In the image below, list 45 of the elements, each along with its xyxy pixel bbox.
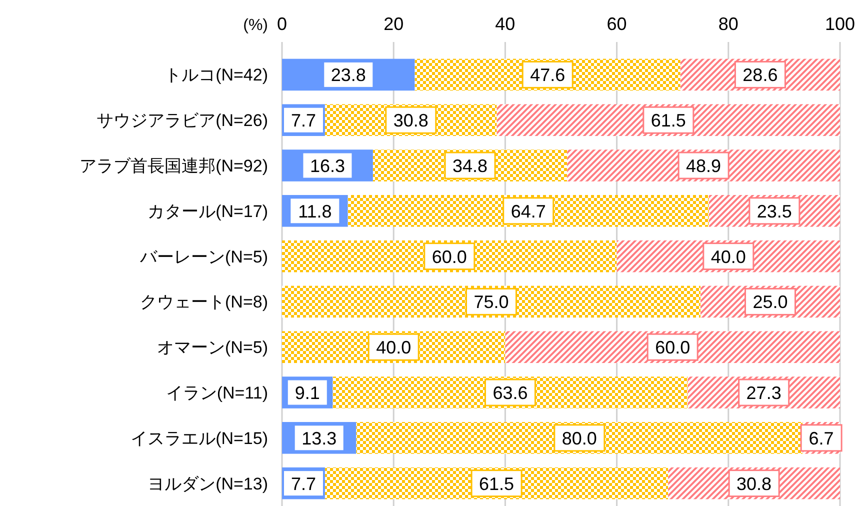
data-label: 30.8 <box>736 474 772 494</box>
bar <box>282 286 700 318</box>
data-label: 61.5 <box>650 110 686 131</box>
data-label: 40.0 <box>376 338 412 358</box>
data-label: 23.5 <box>756 201 792 222</box>
data-label: 23.8 <box>330 65 366 86</box>
x-tick-label: 60 <box>606 14 627 34</box>
x-tick-label: 40 <box>495 14 516 34</box>
x-axis-title: (%) <box>243 17 268 34</box>
data-label: 64.7 <box>510 201 546 222</box>
data-label: 6.7 <box>808 428 834 448</box>
data-label: 7.7 <box>290 474 316 494</box>
data-label: 27.3 <box>746 383 782 403</box>
y-tick-label: オマーン(N=5) <box>157 338 268 358</box>
data-label: 63.6 <box>492 383 528 403</box>
y-tick-label: サウジアラビア(N=26) <box>96 111 268 130</box>
data-label: 13.3 <box>302 428 337 448</box>
data-label: 16.3 <box>310 156 345 176</box>
x-tick-label: 0 <box>276 14 288 34</box>
data-label: 30.8 <box>393 110 428 131</box>
x-tick-label: 100 <box>824 14 856 34</box>
y-tick-label: トルコ(N=42) <box>164 66 268 85</box>
data-label: 75.0 <box>474 292 509 312</box>
y-tick-label: アラブ首長国連邦(N=92) <box>80 156 268 176</box>
data-label: 11.8 <box>298 201 332 222</box>
y-tick-label: カタール(N=17) <box>148 202 268 221</box>
data-label: 80.0 <box>562 428 597 448</box>
data-label: 9.1 <box>294 383 320 403</box>
y-tick-label: クウェート(N=8) <box>140 292 268 312</box>
data-label: 25.0 <box>752 292 788 312</box>
data-label: 60.0 <box>655 338 690 358</box>
data-label: 47.6 <box>530 65 566 86</box>
y-tick-label: バーレーン(N=5) <box>139 247 268 266</box>
data-label: 7.7 <box>290 110 316 131</box>
y-tick-label: イスラエル(N=15) <box>130 428 268 448</box>
data-label: 48.9 <box>686 156 722 176</box>
x-tick-label: 20 <box>384 14 404 34</box>
data-label: 40.0 <box>710 246 746 267</box>
x-tick-label: 80 <box>718 14 738 34</box>
data-label: 34.8 <box>452 156 488 176</box>
data-label: 60.0 <box>432 246 467 267</box>
data-label: 28.6 <box>742 65 778 86</box>
data-label: 61.5 <box>479 474 514 494</box>
y-tick-label: ヨルダン(N=13) <box>148 474 268 494</box>
y-tick-label: イラン(N=11) <box>166 384 268 402</box>
